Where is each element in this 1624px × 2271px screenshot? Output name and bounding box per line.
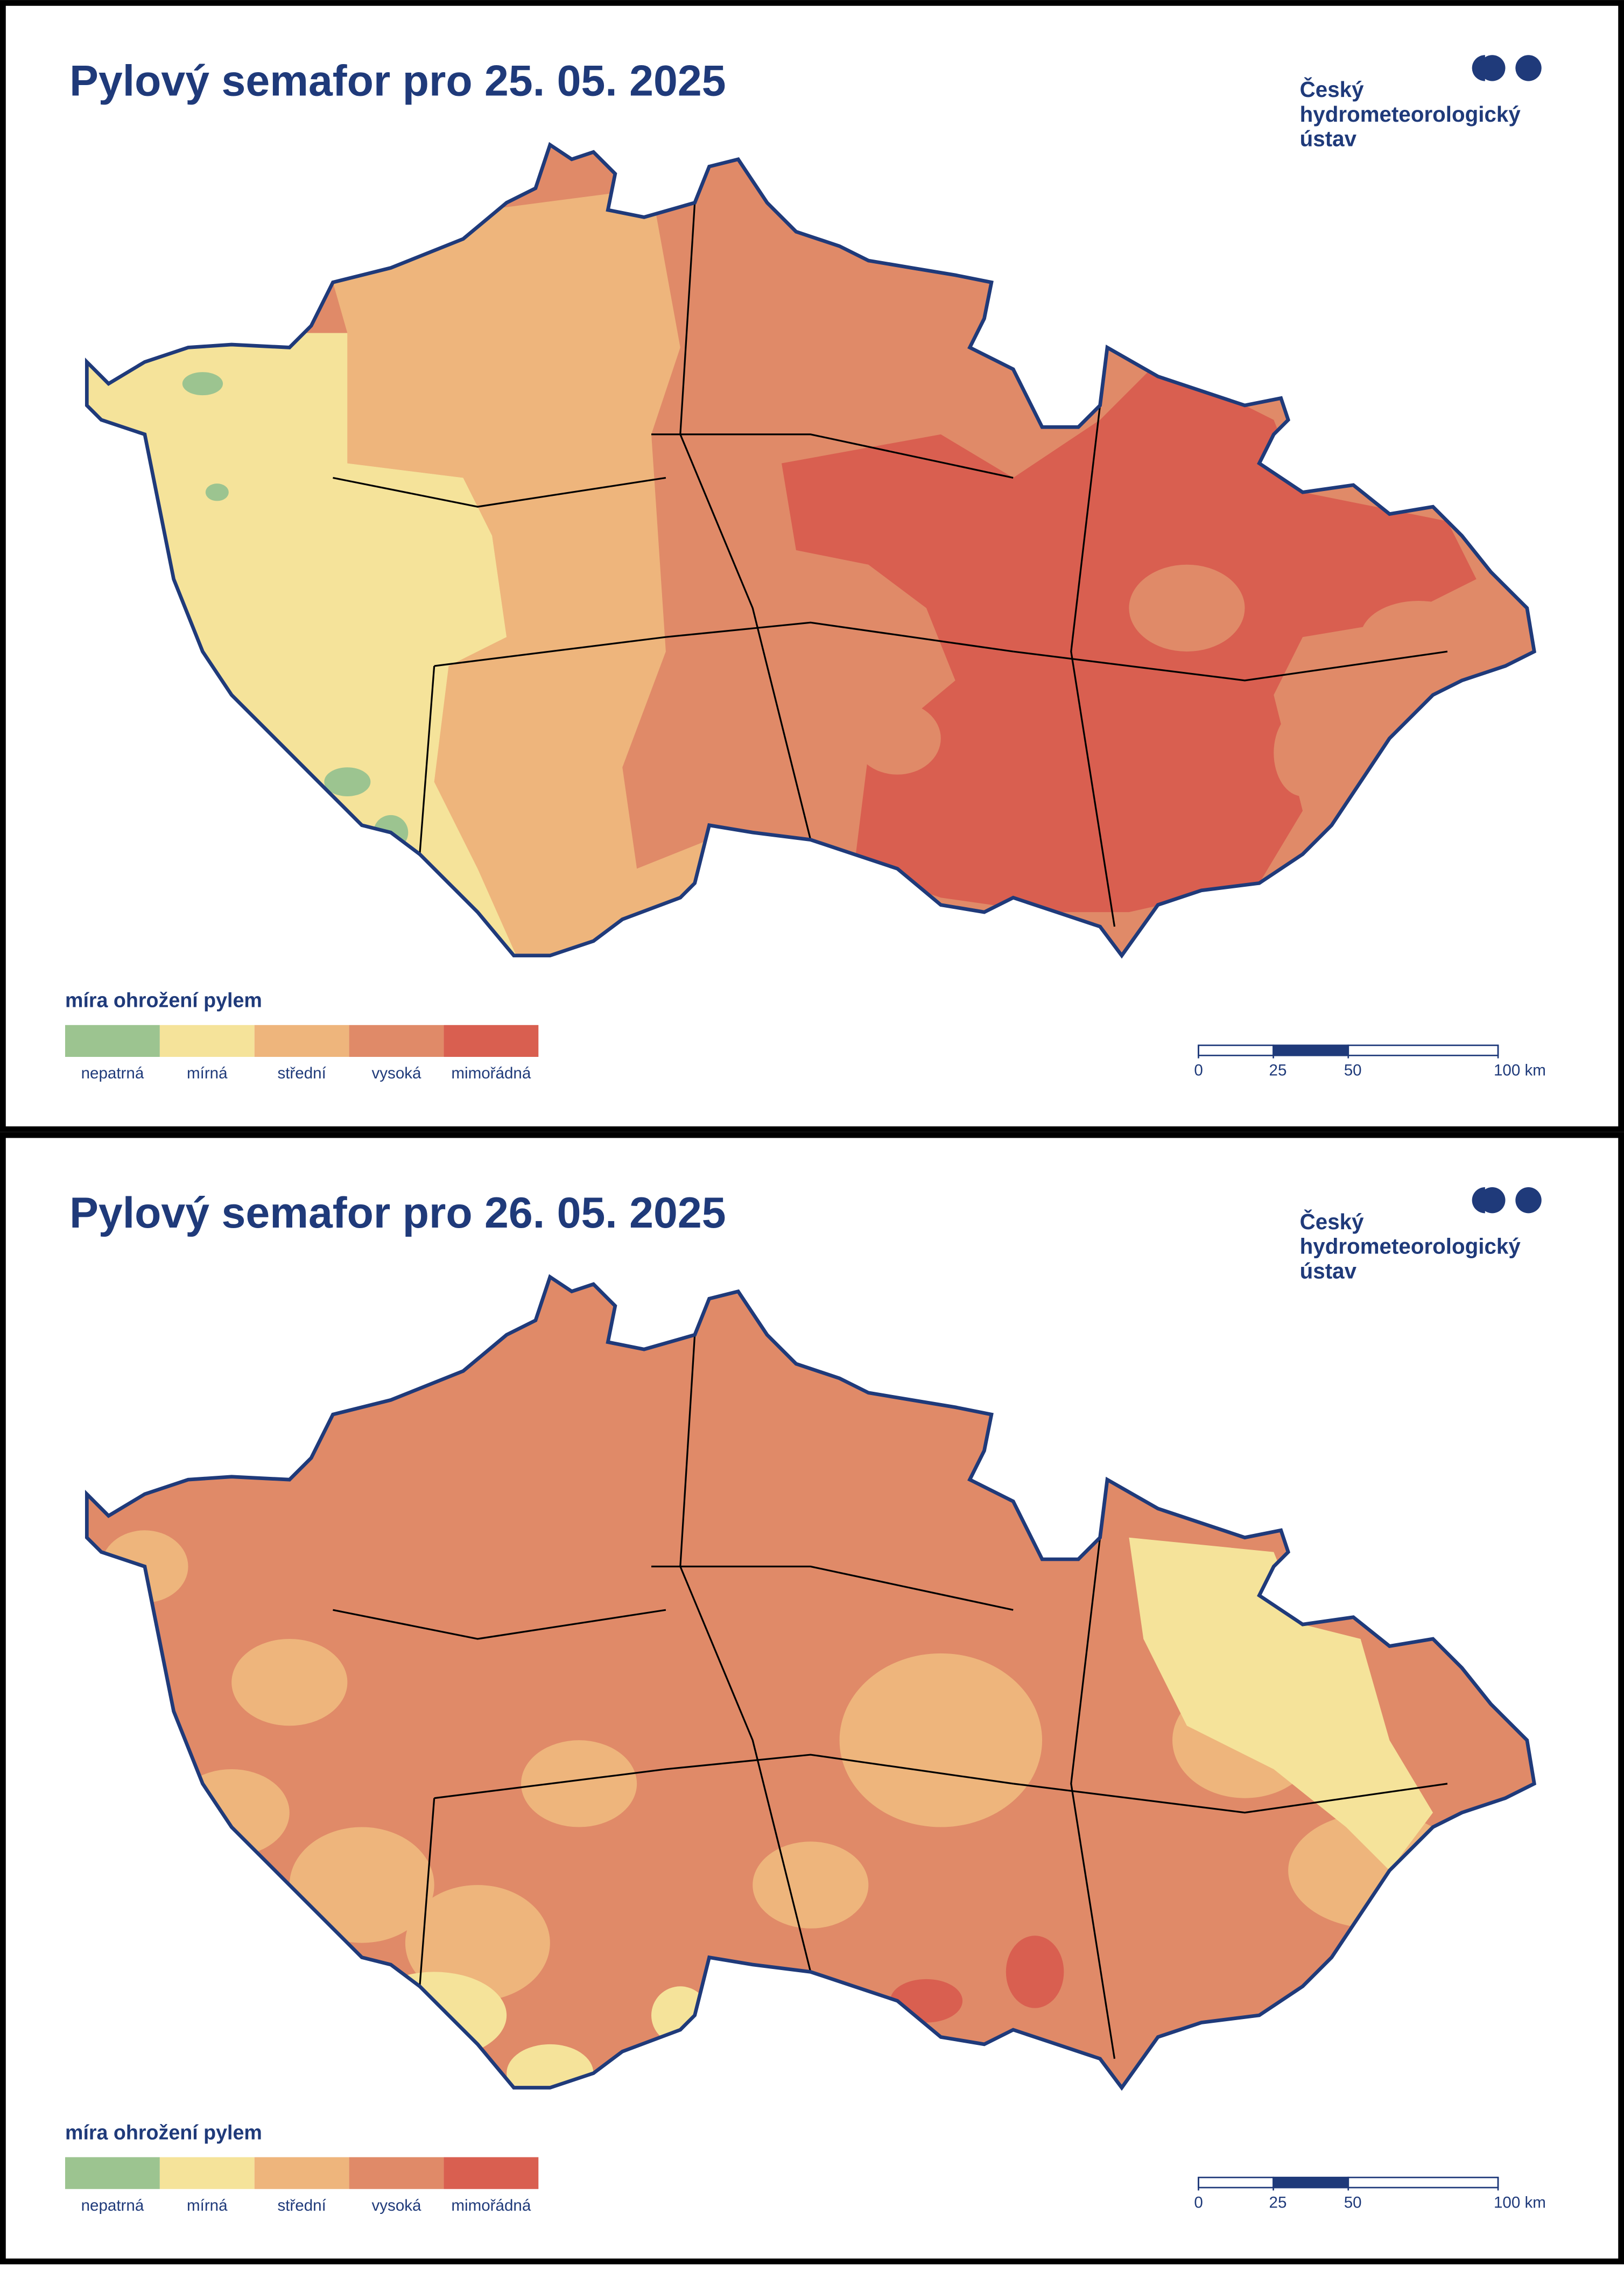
map-area — [405, 1885, 550, 2001]
scale-segment — [1198, 1045, 1274, 1056]
legend-label: mírná — [187, 2197, 228, 2214]
logo-icon — [1479, 55, 1506, 81]
legend-label: mimořádná — [451, 1064, 531, 1082]
legend-swatch — [65, 2157, 160, 2189]
logo-text: Český — [1300, 77, 1364, 102]
map-area — [521, 1740, 637, 1827]
legend-swatch — [159, 2157, 255, 2189]
logo-icon — [1515, 55, 1542, 81]
legend-swatch — [254, 2157, 349, 2189]
logo-icon — [1515, 1187, 1542, 1214]
district-border — [1013, 1783, 1448, 1814]
district-border — [1070, 405, 1116, 927]
map-area — [839, 1653, 1043, 1827]
map-area — [1006, 1936, 1064, 2008]
scale-label: 50 — [1344, 2193, 1362, 2211]
logo-text: ústav — [1300, 1258, 1357, 1283]
legend-swatch — [65, 1025, 160, 1057]
district-border — [679, 1335, 812, 1972]
logo-icon — [1479, 1187, 1506, 1214]
country-border — [85, 142, 1537, 959]
legend-label: nepatrná — [81, 1064, 144, 1082]
scale-label: 0 — [1194, 1062, 1203, 1080]
scale-segment — [1198, 2176, 1274, 2189]
scale-label: 100 km — [1494, 1062, 1546, 1080]
map-area — [1129, 1537, 1433, 1871]
panel: Pylový semafor pro 26. 05. 2025 Českýhydr… — [0, 1132, 1624, 2265]
map-area — [782, 362, 1477, 913]
scale-segment — [1273, 2176, 1349, 2189]
district-border — [333, 476, 666, 508]
legend-label: vysoká — [371, 2197, 421, 2214]
map-area — [854, 702, 941, 775]
scale-segment — [1347, 1045, 1499, 1056]
district-border — [651, 433, 1014, 479]
district-border — [333, 1609, 666, 1640]
legend-swatch — [349, 2157, 444, 2189]
district-border — [419, 1798, 435, 1987]
legend-title: míra ohrožení pylem — [65, 989, 262, 1012]
legend-label: mimořádná — [451, 2197, 531, 2214]
logo-text: hydrometeorologický — [1300, 1234, 1521, 1259]
logo-text: ústav — [1300, 127, 1357, 151]
legend-label: nepatrná — [81, 2197, 144, 2214]
legend-label: mírná — [187, 1064, 228, 1082]
district-border — [1013, 650, 1448, 682]
scale-label: 25 — [1269, 1062, 1287, 1080]
map-area — [318, 188, 709, 956]
legend-swatch — [254, 1025, 349, 1057]
legend-swatch — [349, 1025, 444, 1057]
legend-label: střední — [277, 1064, 326, 1082]
legend-swatch — [159, 1025, 255, 1057]
map-area — [324, 767, 371, 796]
district-border — [679, 202, 812, 840]
map-area — [231, 1638, 348, 1726]
map-area — [1274, 709, 1332, 796]
scale-segment — [1347, 2176, 1499, 2189]
scale-label: 0 — [1194, 2193, 1203, 2211]
district-border — [434, 621, 1014, 667]
map-area — [205, 483, 229, 501]
map-title: Pylový semafor pro 25. 05. 2025 — [69, 57, 726, 105]
legend-label: střední — [277, 2197, 326, 2214]
district-border — [1070, 1537, 1116, 2059]
map-title: Pylový semafor pro 26. 05. 2025 — [69, 1189, 726, 1237]
scale-label: 25 — [1269, 2193, 1287, 2211]
scale-label: 50 — [1344, 1062, 1362, 1080]
map-area — [182, 372, 223, 396]
legend-swatch — [444, 1025, 539, 1057]
map-area — [1129, 564, 1245, 652]
district-border — [419, 665, 435, 854]
panel: Pylový semafor pro 25. 05. 2025 Českýhydr… — [0, 0, 1624, 1132]
map-area — [1360, 600, 1477, 674]
scale-segment — [1273, 1045, 1349, 1056]
district-border — [434, 1754, 1014, 1799]
logo-text: hydrometeorologický — [1300, 102, 1521, 127]
legend-label: vysoká — [371, 1064, 421, 1082]
map-area — [289, 1827, 434, 1943]
scale-label: 100 km — [1494, 2193, 1546, 2211]
logo-text: Český — [1300, 1209, 1364, 1234]
legend-swatch — [444, 2157, 539, 2189]
map-area — [507, 2044, 594, 2088]
map-area — [753, 1841, 869, 1929]
district-border — [651, 1565, 1014, 1611]
country-border — [85, 1274, 1537, 2091]
legend-title: míra ohrožení pylem — [65, 2121, 262, 2144]
